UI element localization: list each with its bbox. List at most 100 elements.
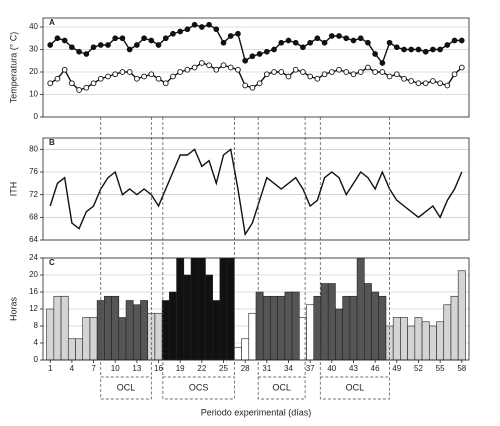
y-tick-label: 20 bbox=[29, 270, 38, 279]
data-point bbox=[451, 71, 458, 78]
data-point bbox=[90, 80, 97, 87]
y-tick-label: 76 bbox=[29, 167, 38, 176]
y-tick-label: 0 bbox=[34, 355, 39, 364]
data-point bbox=[393, 44, 400, 51]
data-point bbox=[271, 46, 277, 53]
data-line bbox=[49, 148, 463, 237]
x-tick-label: 1 bbox=[48, 364, 53, 373]
data-point bbox=[76, 87, 82, 93]
panel-frame bbox=[42, 17, 470, 118]
bar bbox=[407, 325, 416, 361]
y-axis-label: ITH bbox=[8, 182, 18, 197]
data-point bbox=[328, 33, 335, 39]
data-point bbox=[300, 69, 306, 75]
data-point bbox=[386, 39, 393, 46]
bar bbox=[176, 257, 185, 361]
data-point bbox=[437, 46, 443, 53]
x-tick-label: 58 bbox=[457, 364, 466, 373]
bar bbox=[306, 304, 315, 361]
data-point bbox=[155, 75, 162, 82]
bar bbox=[414, 317, 423, 361]
data-point bbox=[278, 69, 285, 75]
period-box bbox=[100, 376, 152, 400]
y-tick-label: 12 bbox=[29, 304, 38, 313]
bar bbox=[89, 317, 98, 361]
y-tick-label: 10 bbox=[29, 90, 38, 99]
data-point bbox=[321, 39, 328, 46]
panel-frame bbox=[42, 257, 470, 361]
bar bbox=[262, 295, 271, 361]
data-point bbox=[300, 44, 306, 51]
data-point bbox=[141, 73, 147, 80]
y-tick-label: 72 bbox=[29, 190, 38, 199]
data-point bbox=[235, 66, 241, 73]
y-tick-label: 64 bbox=[29, 235, 38, 244]
bar bbox=[60, 295, 69, 361]
data-point bbox=[227, 33, 234, 39]
bar bbox=[428, 325, 437, 361]
data-point bbox=[83, 84, 90, 91]
data-point bbox=[184, 26, 191, 33]
data-point bbox=[285, 37, 292, 44]
data-point bbox=[401, 75, 407, 82]
bar bbox=[234, 346, 242, 361]
bar bbox=[421, 321, 430, 361]
bar bbox=[82, 317, 91, 361]
bar bbox=[450, 295, 459, 361]
data-point bbox=[105, 73, 111, 80]
data-point bbox=[61, 66, 68, 73]
x-tick-label: 28 bbox=[241, 364, 250, 373]
data-point bbox=[444, 82, 451, 89]
bar bbox=[436, 321, 445, 361]
x-tick-label: 16 bbox=[154, 364, 163, 373]
x-tick-label: 43 bbox=[349, 364, 358, 373]
bar bbox=[169, 291, 177, 361]
data-point bbox=[69, 44, 75, 51]
data-point bbox=[148, 71, 155, 78]
data-point bbox=[191, 64, 198, 71]
x-tick-label: 7 bbox=[91, 364, 96, 373]
data-point bbox=[54, 75, 61, 82]
x-tick-label: 49 bbox=[392, 364, 401, 373]
x-tick-label: 10 bbox=[111, 364, 120, 373]
bar bbox=[342, 295, 351, 361]
bar bbox=[299, 317, 307, 361]
y-tick-label: 40 bbox=[29, 22, 38, 31]
data-point bbox=[191, 21, 198, 28]
bar bbox=[118, 317, 127, 361]
bar bbox=[205, 274, 213, 361]
data-point bbox=[263, 71, 270, 78]
data-point bbox=[119, 69, 126, 75]
data-point bbox=[162, 80, 169, 87]
y-tick-label: 24 bbox=[29, 253, 38, 262]
bar bbox=[154, 312, 163, 361]
data-point bbox=[321, 71, 328, 78]
bar bbox=[371, 291, 380, 361]
panel-frame bbox=[42, 137, 470, 241]
bar bbox=[443, 304, 452, 361]
bar bbox=[356, 257, 365, 361]
bar bbox=[125, 300, 134, 361]
x-tick-label: 46 bbox=[371, 364, 380, 373]
x-tick-label: 40 bbox=[327, 364, 336, 373]
x-tick-label: 13 bbox=[132, 364, 141, 373]
data-point bbox=[112, 71, 119, 78]
data-point bbox=[105, 42, 111, 48]
bar bbox=[104, 295, 112, 361]
data-point bbox=[242, 82, 249, 89]
data-point bbox=[90, 44, 97, 51]
data-point bbox=[198, 60, 205, 66]
data-point bbox=[343, 69, 350, 75]
data-point bbox=[220, 62, 227, 69]
bar bbox=[378, 295, 387, 361]
data-point bbox=[307, 39, 314, 46]
bar bbox=[277, 295, 286, 361]
data-point bbox=[220, 39, 227, 46]
data-point bbox=[451, 37, 458, 44]
y-tick-label: 4 bbox=[34, 338, 39, 347]
period-box bbox=[162, 376, 235, 400]
data-point bbox=[184, 66, 191, 73]
data-point bbox=[83, 51, 90, 57]
data-point bbox=[227, 64, 234, 71]
data-point bbox=[422, 48, 429, 55]
